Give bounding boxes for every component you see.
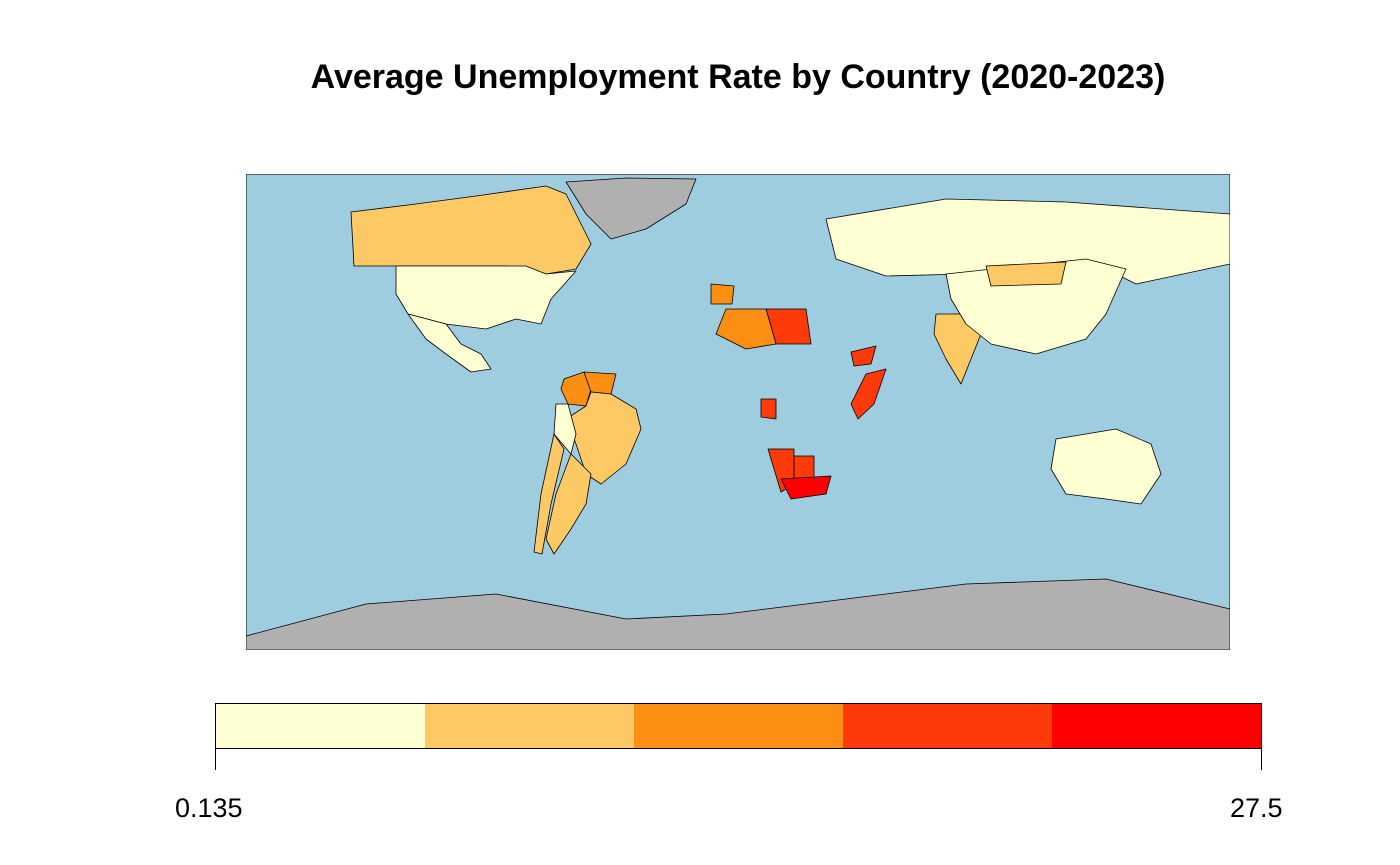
legend-min-tick [215, 748, 216, 770]
country-argentina [545, 453, 592, 555]
country-united-states [395, 265, 577, 330]
chart-title: Average Unemployment Rate by Country (20… [310, 58, 1166, 96]
world-map [246, 174, 1230, 650]
legend-bin-5 [1052, 704, 1261, 748]
country-south-africa [780, 475, 832, 500]
legend-min-label: 0.135 [175, 793, 243, 823]
legend-bin-3 [634, 704, 843, 748]
country-peru [553, 403, 577, 455]
country-mongolia [985, 261, 1067, 287]
country-gabon [760, 398, 777, 420]
country-spain [710, 283, 735, 305]
country-mexico [407, 313, 492, 373]
legend-bin-4 [843, 704, 1052, 748]
country-algeria [715, 308, 777, 350]
map-svg [246, 174, 1230, 650]
country-greenland [565, 177, 697, 240]
country-brazil [565, 391, 642, 485]
country-australia [1050, 428, 1162, 505]
legend-bin-1 [216, 704, 425, 748]
legend-bin-2 [425, 704, 634, 748]
country-somalia [850, 368, 887, 420]
country-antarctica [246, 578, 1230, 650]
country-yemen [850, 345, 877, 367]
color-legend: 0.135 27.5 [175, 703, 1283, 823]
legend-max-label: 27.5 [1230, 793, 1283, 823]
country-chile [533, 433, 565, 555]
legend-color-bar [215, 703, 1262, 749]
legend-max-tick [1261, 748, 1262, 770]
country-botswana [793, 455, 815, 480]
